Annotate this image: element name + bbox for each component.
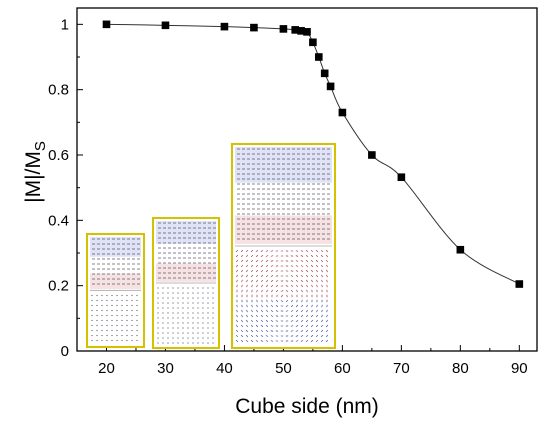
data-point [220, 22, 229, 31]
y-axis-title-subscript: S [32, 141, 49, 151]
y-tick-label: 0.2 [48, 278, 69, 295]
data-point [397, 173, 406, 182]
data-point [515, 280, 524, 288]
y-tick-label: 0.4 [48, 212, 69, 229]
y-tick-label: 0.8 [48, 82, 69, 99]
data-point [291, 26, 300, 34]
data-point [279, 25, 288, 33]
data-point [309, 38, 317, 47]
data-point [456, 245, 465, 254]
x-tick-label: 50 [275, 360, 292, 377]
data-point [297, 27, 305, 35]
data-markers [102, 20, 524, 288]
data-point [326, 82, 335, 91]
data-point [102, 20, 111, 29]
x-tick-label: 80 [452, 360, 469, 377]
data-point [303, 28, 311, 36]
y-axis-title-main: |M|/M [22, 151, 45, 203]
data-point [250, 23, 258, 32]
x-tick-label: 40 [216, 360, 233, 377]
inset-map-3 [231, 143, 336, 349]
y-tick-label: 1 [61, 16, 69, 33]
data-point [368, 151, 376, 159]
data-point [338, 108, 347, 117]
y-axis-title: |M|/MS [22, 141, 49, 203]
inset-map-2 [152, 217, 220, 349]
insets [86, 143, 336, 349]
data-point [320, 69, 329, 78]
data-point [161, 21, 170, 30]
ticks: 20 30 40 50 60 70 80 90 0 0.2 0.4 0.6 0.8 1 [48, 16, 528, 377]
x-tick-label: 70 [393, 360, 410, 377]
x-tick-label: 20 [98, 360, 115, 377]
x-tick-label: 90 [511, 360, 528, 377]
x-tick-label: 60 [334, 360, 351, 377]
y-tick-label: 0 [61, 343, 69, 360]
data-point [314, 53, 323, 61]
x-tick-label: 30 [157, 360, 174, 377]
inset-map-1 [86, 233, 145, 348]
plot-frame [76, 7, 538, 352]
y-tick-label: 0.6 [48, 147, 69, 164]
x-axis-title: Cube side (nm) [235, 395, 379, 418]
